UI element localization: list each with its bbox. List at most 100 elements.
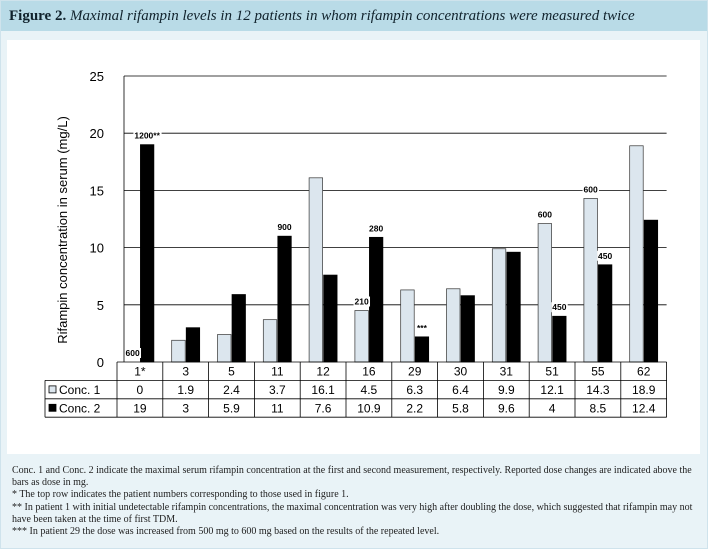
table-cell: 14.3: [586, 383, 610, 397]
dose-label: ***: [417, 323, 428, 333]
x-tick-label: 55: [591, 365, 605, 379]
table-cell: 0: [137, 383, 144, 397]
x-tick-label: 3: [182, 365, 189, 379]
table-cell: 2.2: [406, 401, 423, 415]
bar-conc1: [400, 289, 415, 363]
bar-chart: Rifampin concentration in serum (mg/L) 0 5…: [44, 69, 667, 418]
bar-conc1: [171, 339, 186, 363]
x-tick-label: 31: [500, 365, 514, 379]
legend-swatch-conc1: [48, 385, 57, 394]
table-cell: 3: [182, 401, 189, 415]
dose-label-bg: [597, 250, 614, 261]
bar-conc2: [414, 336, 430, 363]
x-tick-label: 51: [545, 365, 559, 379]
table-cell: 5.9: [223, 401, 240, 415]
chart-area: Rifampin concentration in serum (mg/L) 0 5…: [7, 40, 700, 454]
note-2: * The top row indicates the patient numb…: [12, 489, 349, 501]
table-cell: 12.4: [632, 401, 656, 415]
y-tick-label: 0: [97, 355, 104, 370]
dose-label-bg: [368, 223, 385, 234]
x-tick-label: 29: [408, 365, 422, 379]
dose-label: 600: [538, 210, 552, 220]
bar-conc2: [598, 264, 613, 363]
dose-label-bg: [353, 296, 371, 307]
y-tick-label: 5: [97, 298, 104, 313]
legend-label: Conc. 2: [59, 401, 101, 415]
dose-label: 1200**: [134, 131, 160, 141]
table-cell: 12.1: [540, 383, 564, 397]
dose-label: 600: [584, 184, 598, 194]
dose-label-bg: [415, 322, 429, 333]
dose-label-bg: [124, 348, 142, 358]
x-tick-label: 1*: [134, 365, 146, 379]
bar-conc1: [262, 319, 278, 363]
table-cell: 7.6: [315, 401, 332, 415]
x-tick-label: 62: [637, 365, 651, 379]
table-cell: 18.9: [632, 383, 656, 397]
figure-title-text: Maximal rifampin levels in 12 patients i…: [69, 8, 635, 24]
figure-label: Figure 2.: [9, 8, 67, 24]
bar-conc2: [460, 295, 475, 363]
bar-conc2: [552, 315, 567, 363]
legend-swatch-conc2: [48, 403, 57, 412]
bar-conc2: [643, 219, 659, 363]
bar-conc1: [446, 288, 461, 363]
table-cell: 4: [549, 401, 556, 415]
dose-label: 450: [598, 251, 612, 261]
dose-label: 280: [369, 223, 383, 233]
x-tick-label: 30: [454, 365, 468, 379]
note-4: *** In patient 29 the dose was increased…: [12, 526, 440, 538]
bar-conc1: [583, 198, 598, 363]
bar-conc1: [491, 248, 507, 363]
bar-conc2: [185, 327, 201, 363]
note-3: ** In patient 1 with initial undetectabl…: [12, 501, 693, 525]
bar-conc2: [140, 144, 155, 363]
bar-conc2: [323, 274, 338, 363]
figure-title-bar: Figure 2. Maximal rifampin levels in 12 …: [1, 1, 707, 31]
x-tick-label: 11: [271, 365, 284, 379]
dose-label: 600: [126, 348, 140, 358]
table-cell: 6.4: [452, 383, 469, 397]
table-cell: 16.1: [311, 383, 335, 397]
dose-label-bg: [551, 302, 568, 313]
table-cell: 9.9: [498, 383, 515, 397]
dose-label-bg: [536, 209, 554, 220]
note-1: Conc. 1 and Conc. 2 indicate the maximal…: [12, 465, 692, 489]
y-tick-label: 20: [90, 126, 104, 141]
y-tick-label: 10: [90, 241, 104, 256]
table-cell: 10.9: [357, 401, 381, 415]
bar-conc1: [308, 177, 323, 363]
x-tick-label: 5: [228, 365, 235, 379]
table-cell: 3.7: [269, 383, 286, 397]
y-tick-label: 15: [90, 183, 104, 198]
bar-conc2: [506, 251, 521, 363]
bar-conc2: [277, 235, 292, 363]
dose-label: 210: [355, 297, 369, 307]
table-cell: 19: [133, 401, 147, 415]
bar-conc1: [629, 145, 644, 363]
bar-conc1: [537, 223, 552, 363]
bar-conc1: [217, 334, 232, 363]
x-tick-label: 12: [316, 365, 330, 379]
dose-label-bg: [276, 222, 293, 233]
table-cell: 5.8: [452, 401, 469, 415]
figure-notes: Conc. 1 and Conc. 2 indicate the maximal…: [12, 465, 702, 538]
x-tick-label: 16: [362, 365, 376, 379]
dose-label: 900: [277, 222, 291, 232]
table-cell: 1.9: [177, 383, 194, 397]
figure-title: Figure 2. Maximal rifampin levels in 12 …: [9, 8, 635, 25]
bar-conc2: [369, 236, 384, 363]
y-axis-title: Rifampin concentration in serum (mg/L): [55, 116, 70, 344]
table-cell: 8.5: [590, 401, 607, 415]
table-cell: 9.6: [498, 401, 515, 415]
table-cell: 6.3: [406, 383, 423, 397]
dose-label: 450: [552, 302, 566, 312]
bar-conc1: [354, 310, 369, 363]
table-cell: 11: [271, 401, 284, 415]
dose-label-bg: [133, 130, 162, 141]
dose-label-bg: [582, 184, 600, 195]
y-tick-label: 25: [90, 69, 104, 84]
table-cell: 2.4: [223, 383, 240, 397]
legend-label: Conc. 1: [59, 383, 101, 397]
bar-conc2: [231, 294, 246, 363]
